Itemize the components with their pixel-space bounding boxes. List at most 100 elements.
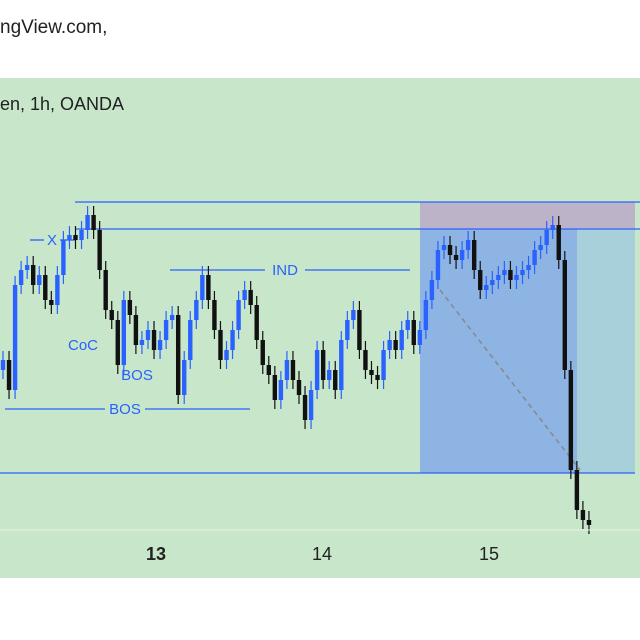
target-zone-ext xyxy=(577,229,635,473)
candle-part xyxy=(465,240,471,250)
candle-part xyxy=(320,350,326,380)
candle-part xyxy=(369,370,374,375)
candle-part xyxy=(526,265,531,270)
candle-part xyxy=(308,390,314,420)
candle-part xyxy=(471,240,477,270)
candle-part xyxy=(544,230,549,245)
candle-part xyxy=(435,250,441,280)
candle-part xyxy=(133,315,139,345)
candle-part xyxy=(405,320,410,330)
candle-part xyxy=(43,275,48,300)
candle-part xyxy=(284,360,290,380)
candle-part xyxy=(296,380,302,395)
x-label: 15 xyxy=(479,544,499,564)
candle-part xyxy=(31,265,36,285)
candle-part xyxy=(586,520,592,525)
candle-part xyxy=(115,320,120,365)
candle-part xyxy=(453,255,459,260)
candle-part xyxy=(73,235,78,240)
candle-part xyxy=(381,350,386,380)
candle-part xyxy=(423,300,429,330)
candle-part xyxy=(375,375,380,380)
candle-part xyxy=(151,330,157,350)
candle-part xyxy=(188,320,193,360)
candle-part xyxy=(562,260,567,370)
candle-part xyxy=(314,350,320,390)
candle-part xyxy=(206,275,211,300)
stop-zone xyxy=(420,202,635,229)
candle-part xyxy=(79,230,84,240)
candle-part xyxy=(24,265,30,270)
target-zone xyxy=(420,229,577,473)
candle-part xyxy=(490,280,495,285)
candle-part xyxy=(157,340,163,350)
candle-part xyxy=(236,300,241,330)
candle-part xyxy=(399,330,404,350)
candle-part xyxy=(18,270,24,285)
candle-part xyxy=(290,360,296,380)
candle-part xyxy=(248,290,253,305)
candle-part xyxy=(121,300,127,365)
x-label: 14 xyxy=(312,544,332,564)
candle-part xyxy=(532,250,537,265)
candle-part xyxy=(538,245,543,250)
candles xyxy=(0,206,592,534)
candle-part xyxy=(339,340,344,390)
candle-part xyxy=(127,300,133,315)
candle-part xyxy=(260,340,265,365)
candle-part xyxy=(520,270,525,275)
projection-line xyxy=(439,289,581,471)
annotation: BOS xyxy=(109,401,141,418)
candle-part xyxy=(97,230,102,270)
chart-title: en, 1h, OANDA xyxy=(0,94,124,114)
candle-part xyxy=(139,340,145,345)
candle-part xyxy=(175,315,181,395)
candle-part xyxy=(103,270,108,310)
candle-part xyxy=(109,310,114,320)
candle-part xyxy=(0,360,6,370)
annotation: IND xyxy=(272,262,298,279)
candle-part xyxy=(194,300,199,320)
candle-part xyxy=(484,285,489,290)
candle-part xyxy=(447,245,453,255)
annotation: CoC xyxy=(68,337,98,354)
candle-part xyxy=(302,395,308,420)
source-text: ngView.com, xyxy=(0,17,107,38)
candle-part xyxy=(67,235,72,240)
candle-part xyxy=(568,370,574,470)
candle-part xyxy=(345,320,350,340)
candle-part xyxy=(393,340,398,350)
candle-part xyxy=(496,275,501,280)
candle-part xyxy=(61,240,66,275)
annotation: X xyxy=(47,232,57,249)
candle-part xyxy=(502,270,507,275)
candle-part xyxy=(459,250,465,260)
candle-part xyxy=(85,215,90,230)
candle-part xyxy=(429,280,435,300)
candle-part xyxy=(363,350,368,370)
candle-part xyxy=(169,315,175,320)
candle-part xyxy=(411,320,416,345)
x-label: 13 xyxy=(146,544,166,564)
candle-part xyxy=(6,360,12,390)
candle-part xyxy=(417,330,423,345)
candle-part xyxy=(556,225,561,260)
candle-part xyxy=(182,360,187,395)
candle-part xyxy=(387,340,392,350)
annotation: BOS xyxy=(121,367,153,384)
candle-part xyxy=(49,300,54,305)
candle-part xyxy=(218,330,223,360)
candle-part xyxy=(266,365,271,375)
candle-part xyxy=(514,275,519,280)
candle-part xyxy=(351,310,356,320)
candle-part xyxy=(12,285,18,390)
levels xyxy=(0,201,640,474)
candle-part xyxy=(333,370,338,390)
candle-part xyxy=(574,470,580,510)
candle-part xyxy=(230,330,235,350)
candle-part xyxy=(580,510,586,520)
candle-part xyxy=(550,225,555,230)
candle-part xyxy=(441,245,447,250)
